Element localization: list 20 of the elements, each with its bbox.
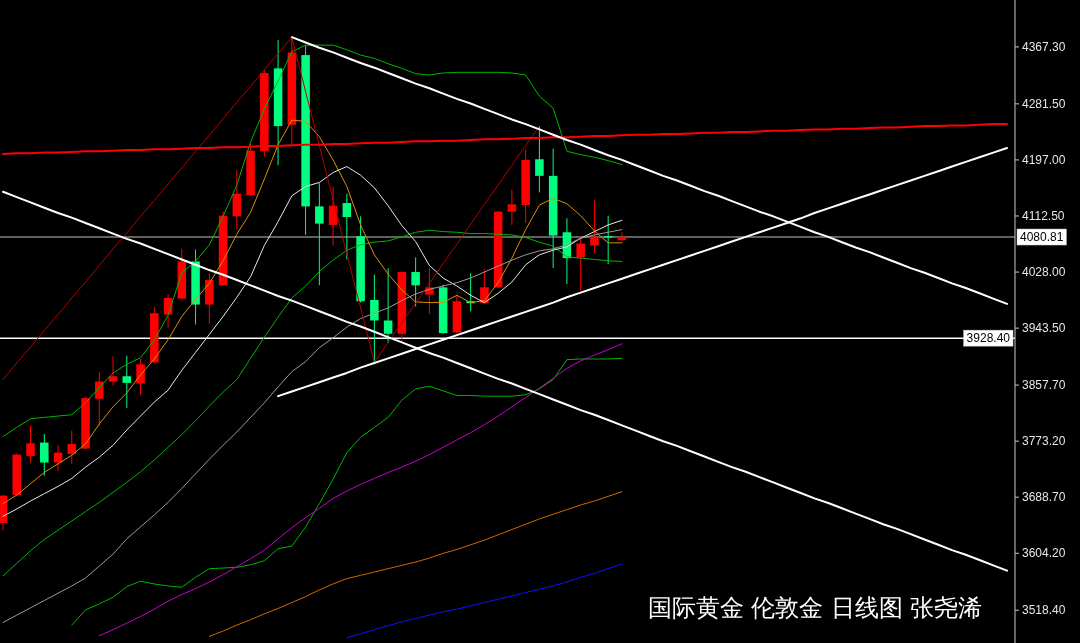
y-tick-label: 3604.20	[1022, 546, 1066, 561]
y-tick-label: 4028.00	[1022, 265, 1066, 280]
line-series	[2, 36, 540, 381]
y-tick-label: 4367.30	[1022, 39, 1066, 54]
line-series	[2, 123, 1009, 155]
y-tick-label: 3773.20	[1022, 434, 1066, 449]
y-tick-label: 4112.50	[1022, 208, 1065, 223]
y-tick-label: 4197.00	[1022, 152, 1066, 167]
y-tick-label: 4281.50	[1022, 96, 1066, 111]
line-series	[2, 44, 623, 438]
text: 国际黄金 伦敦金 日线图 张尧浠	[647, 594, 983, 622]
y-tick-label: 3943.50	[1022, 321, 1066, 336]
ref-label: 4080.81	[1016, 228, 1067, 246]
y-tick-label: 3518.40	[1022, 603, 1066, 618]
line-series	[346, 563, 623, 639]
ref-line-label: 4080.81	[1020, 230, 1064, 245]
line-series	[208, 491, 623, 637]
y-tick-label: 3688.70	[1022, 490, 1066, 505]
ref-label: 3928.40	[963, 329, 1014, 347]
y-tick-label: 3857.70	[1022, 378, 1066, 393]
